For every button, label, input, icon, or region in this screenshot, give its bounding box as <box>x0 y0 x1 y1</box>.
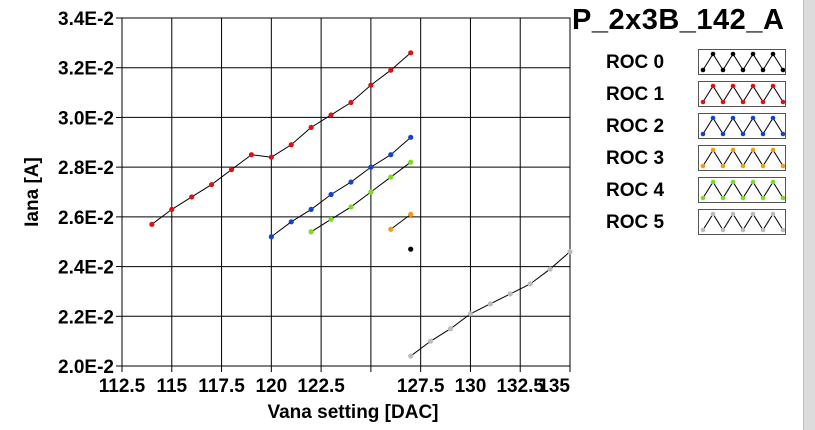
x-axis-title: Vana setting [DAC] <box>267 402 438 423</box>
data-point <box>328 112 334 118</box>
x-tick-label: 122.5 <box>297 376 345 397</box>
series-line <box>390 213 412 230</box>
data-point <box>507 291 513 297</box>
legend-swatch <box>698 209 786 235</box>
y-tick-label: 2.8E-2 <box>58 158 114 179</box>
legend-swatch <box>698 113 786 139</box>
y-tick-label: 3.4E-2 <box>58 9 114 30</box>
window-edge <box>803 0 815 430</box>
data-point <box>189 194 195 200</box>
y-tick-label: 2.0E-2 <box>58 357 114 378</box>
x-tick-label: 132.5 <box>496 376 544 397</box>
data-point <box>308 206 314 212</box>
legend-label: ROC 5 <box>606 212 665 233</box>
data-point <box>368 164 374 170</box>
data-point <box>487 301 493 307</box>
x-tick-label: 117.5 <box>198 376 245 397</box>
data-point <box>209 181 215 188</box>
data-point <box>447 326 454 332</box>
data-point <box>228 167 235 173</box>
data-point <box>408 246 414 252</box>
data-point <box>348 179 354 185</box>
data-point <box>388 67 394 73</box>
legend-label: ROC 1 <box>606 84 665 105</box>
x-tick-label: 135 <box>538 376 570 397</box>
legend: ROC 0 ROC 1 ROC 2 ROC 3 ROC 4 ROC 5 <box>594 46 802 240</box>
data-point <box>348 204 354 210</box>
data-point <box>388 174 394 180</box>
plot-area <box>122 18 570 366</box>
y-axis-title: Iana [A] <box>22 157 43 227</box>
data-point <box>328 216 334 222</box>
y-tick-label: 2.4E-2 <box>58 258 114 279</box>
series-line <box>271 136 412 238</box>
series-3 <box>388 211 414 232</box>
data-point <box>149 221 155 227</box>
data-point <box>268 154 274 160</box>
legend-swatch <box>698 177 786 203</box>
series-line <box>310 161 412 233</box>
series-4 <box>308 159 414 235</box>
y-tick-label: 3.2E-2 <box>58 59 114 80</box>
y-tick-label: 2.6E-2 <box>58 208 114 229</box>
data-point <box>308 229 314 235</box>
legend-item: ROC 2 <box>594 112 802 140</box>
data-point <box>368 82 374 88</box>
x-tick-label: 115 <box>156 376 187 397</box>
legend-label: ROC 0 <box>606 52 665 73</box>
grid <box>121 17 571 367</box>
data-point <box>288 142 294 148</box>
data-point <box>348 99 354 106</box>
data-point <box>408 159 414 165</box>
data-point <box>368 189 374 195</box>
x-tick-label: 120 <box>255 376 287 397</box>
data-point <box>408 134 414 140</box>
x-tick-label: 112.5 <box>99 376 146 397</box>
y-tick-label: 2.2E-2 <box>58 307 114 328</box>
data-point <box>547 266 553 272</box>
data-point <box>467 311 474 317</box>
series-2 <box>268 134 414 240</box>
data-point <box>408 50 414 56</box>
data-point <box>428 338 434 344</box>
data-point <box>388 152 394 158</box>
legend-item: ROC 1 <box>594 80 802 108</box>
legend-label: ROC 3 <box>606 148 665 169</box>
data-point <box>308 124 314 130</box>
legend-swatch <box>698 81 786 107</box>
y-tick-label: 3.0E-2 <box>58 108 114 129</box>
data-point <box>169 206 175 212</box>
x-tick-label: 127.5 <box>397 376 445 397</box>
chart-title: P_2x3B_142_A <box>572 4 785 36</box>
data-point <box>328 191 334 198</box>
legend-item: ROC 0 <box>594 48 802 76</box>
data-point <box>567 249 573 255</box>
legend-item: ROC 4 <box>594 176 802 204</box>
legend-item: ROC 5 <box>594 208 802 236</box>
series-group <box>149 50 573 359</box>
data-point <box>527 281 533 287</box>
series-0 <box>408 246 414 252</box>
data-point <box>288 219 294 225</box>
data-point <box>408 211 414 217</box>
legend-swatch <box>698 49 786 75</box>
x-tick-label: 130 <box>455 376 487 397</box>
legend-swatch <box>698 145 786 171</box>
plot-frame <box>121 17 571 367</box>
legend-label: ROC 2 <box>606 116 665 137</box>
legend-item: ROC 3 <box>594 144 802 172</box>
data-point <box>268 234 274 240</box>
series-5 <box>408 249 573 359</box>
data-point <box>248 152 255 158</box>
data-point <box>388 226 394 232</box>
series-1 <box>149 50 414 227</box>
series-line <box>151 52 412 225</box>
data-point <box>408 353 414 359</box>
legend-label: ROC 4 <box>606 180 665 201</box>
